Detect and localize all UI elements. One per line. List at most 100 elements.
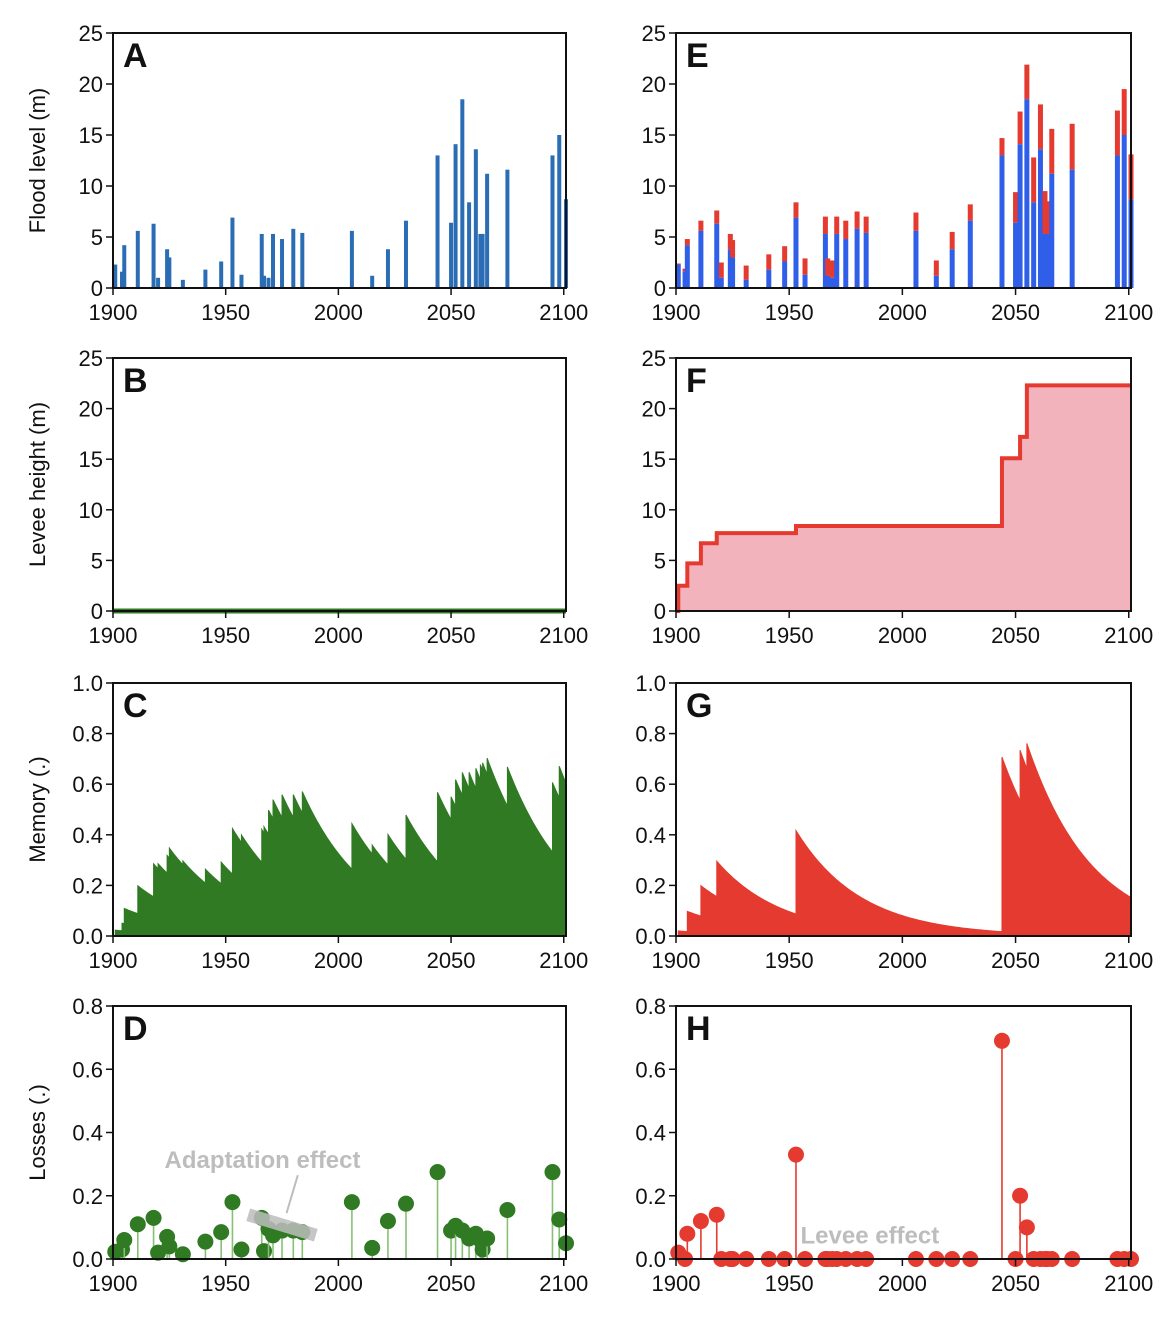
y-tick-label: 0.8: [635, 994, 666, 1019]
loss-point: [1012, 1187, 1029, 1204]
bar: [280, 239, 285, 288]
bar: [1017, 144, 1023, 288]
adaptation-band: [246, 1208, 318, 1242]
y-tick-label: 15: [79, 123, 103, 148]
bar: [165, 249, 170, 288]
bar: [156, 277, 161, 288]
loss-point: [544, 1164, 561, 1181]
plot-area-f: [676, 383, 1131, 613]
y-tick-label: 20: [642, 397, 666, 422]
loss-point: [233, 1241, 250, 1258]
bar-top: [1069, 123, 1075, 170]
bar-top: [1024, 64, 1030, 100]
bar: [219, 261, 224, 288]
x-tick-label: 2050: [991, 300, 1040, 325]
bar-top: [967, 204, 973, 221]
x-tick-label: 2050: [427, 1271, 476, 1296]
plot-frame: [675, 682, 1132, 937]
x-tick-label: 2100: [1104, 1271, 1153, 1296]
panel-letter: C: [123, 687, 148, 725]
y-tick-label: 5: [654, 225, 666, 250]
x-tick-label: 2000: [314, 623, 363, 648]
bar: [453, 144, 458, 288]
loss-point: [551, 1211, 568, 1228]
y-tick-label: 0.4: [635, 1121, 666, 1146]
loss-point: [429, 1164, 446, 1181]
y-tick-label: 0.6: [635, 1057, 666, 1082]
y-tick-label: 0.2: [635, 873, 666, 898]
y-tick-label: 1.0: [72, 671, 103, 696]
bar: [863, 232, 869, 288]
bar: [403, 220, 408, 288]
plot-area-h: Levee effect: [670, 1032, 1139, 1267]
panel-letter: E: [686, 37, 709, 75]
panel-g: 1900 1950 2000 2050 2100 0.0 0.2 0.4 0.6 0.8 1.0 G: [635, 671, 1153, 973]
y-tick-label: 0: [654, 599, 666, 624]
bar-top: [1037, 104, 1043, 150]
bar-top: [854, 211, 860, 229]
bar: [135, 230, 140, 288]
y-tick-label: 15: [79, 447, 103, 472]
plot-area-c: [113, 757, 567, 937]
bar-top: [822, 216, 828, 234]
bar: [151, 223, 156, 288]
memory-area: [113, 757, 567, 937]
bar: [300, 232, 305, 288]
plot-area-g: [676, 743, 1132, 937]
x-tick-label: 2000: [878, 1271, 927, 1296]
plot-frame: [112, 32, 567, 289]
bar: [180, 279, 185, 288]
bar-top: [1044, 201, 1050, 234]
y-axis-label: Flood level (m): [25, 88, 50, 233]
plot-frame: [112, 1005, 567, 1260]
bar: [1121, 135, 1127, 288]
bar: [829, 277, 835, 288]
y-tick-label: 0.0: [72, 1247, 103, 1272]
bar-top: [843, 220, 849, 240]
y-tick-label: 25: [642, 346, 666, 371]
x-tick-label: 2100: [539, 1271, 588, 1296]
x-tick-label: 2000: [878, 623, 927, 648]
bar: [766, 269, 772, 288]
bar: [467, 202, 472, 288]
y-tick-label: 20: [79, 397, 103, 422]
loss-point: [1018, 1219, 1035, 1236]
bar: [782, 261, 788, 288]
x-tick-label: 1950: [201, 300, 250, 325]
y-tick-label: 15: [642, 447, 666, 472]
bar: [385, 249, 390, 288]
bar-top: [1013, 192, 1019, 223]
x-tick-label: 2100: [1104, 948, 1153, 973]
bar: [913, 230, 919, 288]
bar: [1049, 173, 1055, 288]
bar: [478, 233, 483, 288]
x-tick-label: 2100: [1104, 623, 1153, 648]
bar-top: [913, 212, 919, 231]
y-tick-label: 0.6: [72, 1057, 103, 1082]
adaptation-pointer: [285, 1174, 299, 1214]
loss-point: [397, 1195, 414, 1212]
bar: [834, 233, 840, 288]
loss-point: [708, 1206, 725, 1223]
x-tick-label: 1900: [652, 300, 701, 325]
bar: [122, 245, 127, 288]
x-tick-label: 1950: [765, 300, 814, 325]
memory-area: [676, 743, 1132, 937]
bar: [949, 249, 955, 288]
x-tick-label: 2000: [878, 300, 927, 325]
loss-point: [224, 1194, 241, 1211]
bar: [485, 173, 490, 288]
bar-top: [793, 202, 799, 218]
bar: [698, 230, 704, 288]
panel-h: Levee effect 1900 1950 2000 2050 2100 0.0 0.2 0.…: [635, 994, 1153, 1296]
y-tick-label: 5: [91, 225, 103, 250]
panel-e: 1900 1950 2000 2050 2100 0 5 10 15 20 25 E: [642, 21, 1154, 325]
bar: [291, 228, 296, 288]
y-tick-label: 0.8: [635, 722, 666, 747]
bar: [802, 274, 808, 288]
bar-top: [834, 216, 840, 234]
plot-frame: [675, 32, 1132, 289]
bar-top: [782, 246, 788, 262]
x-tick-label: 2050: [427, 948, 476, 973]
